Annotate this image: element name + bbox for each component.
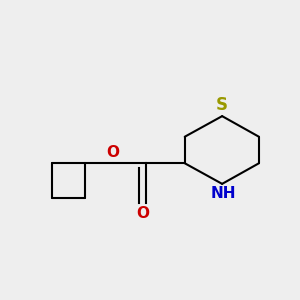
- Text: S: S: [216, 96, 228, 114]
- Text: NH: NH: [211, 186, 236, 201]
- Text: O: O: [136, 206, 149, 221]
- Text: O: O: [107, 145, 120, 160]
